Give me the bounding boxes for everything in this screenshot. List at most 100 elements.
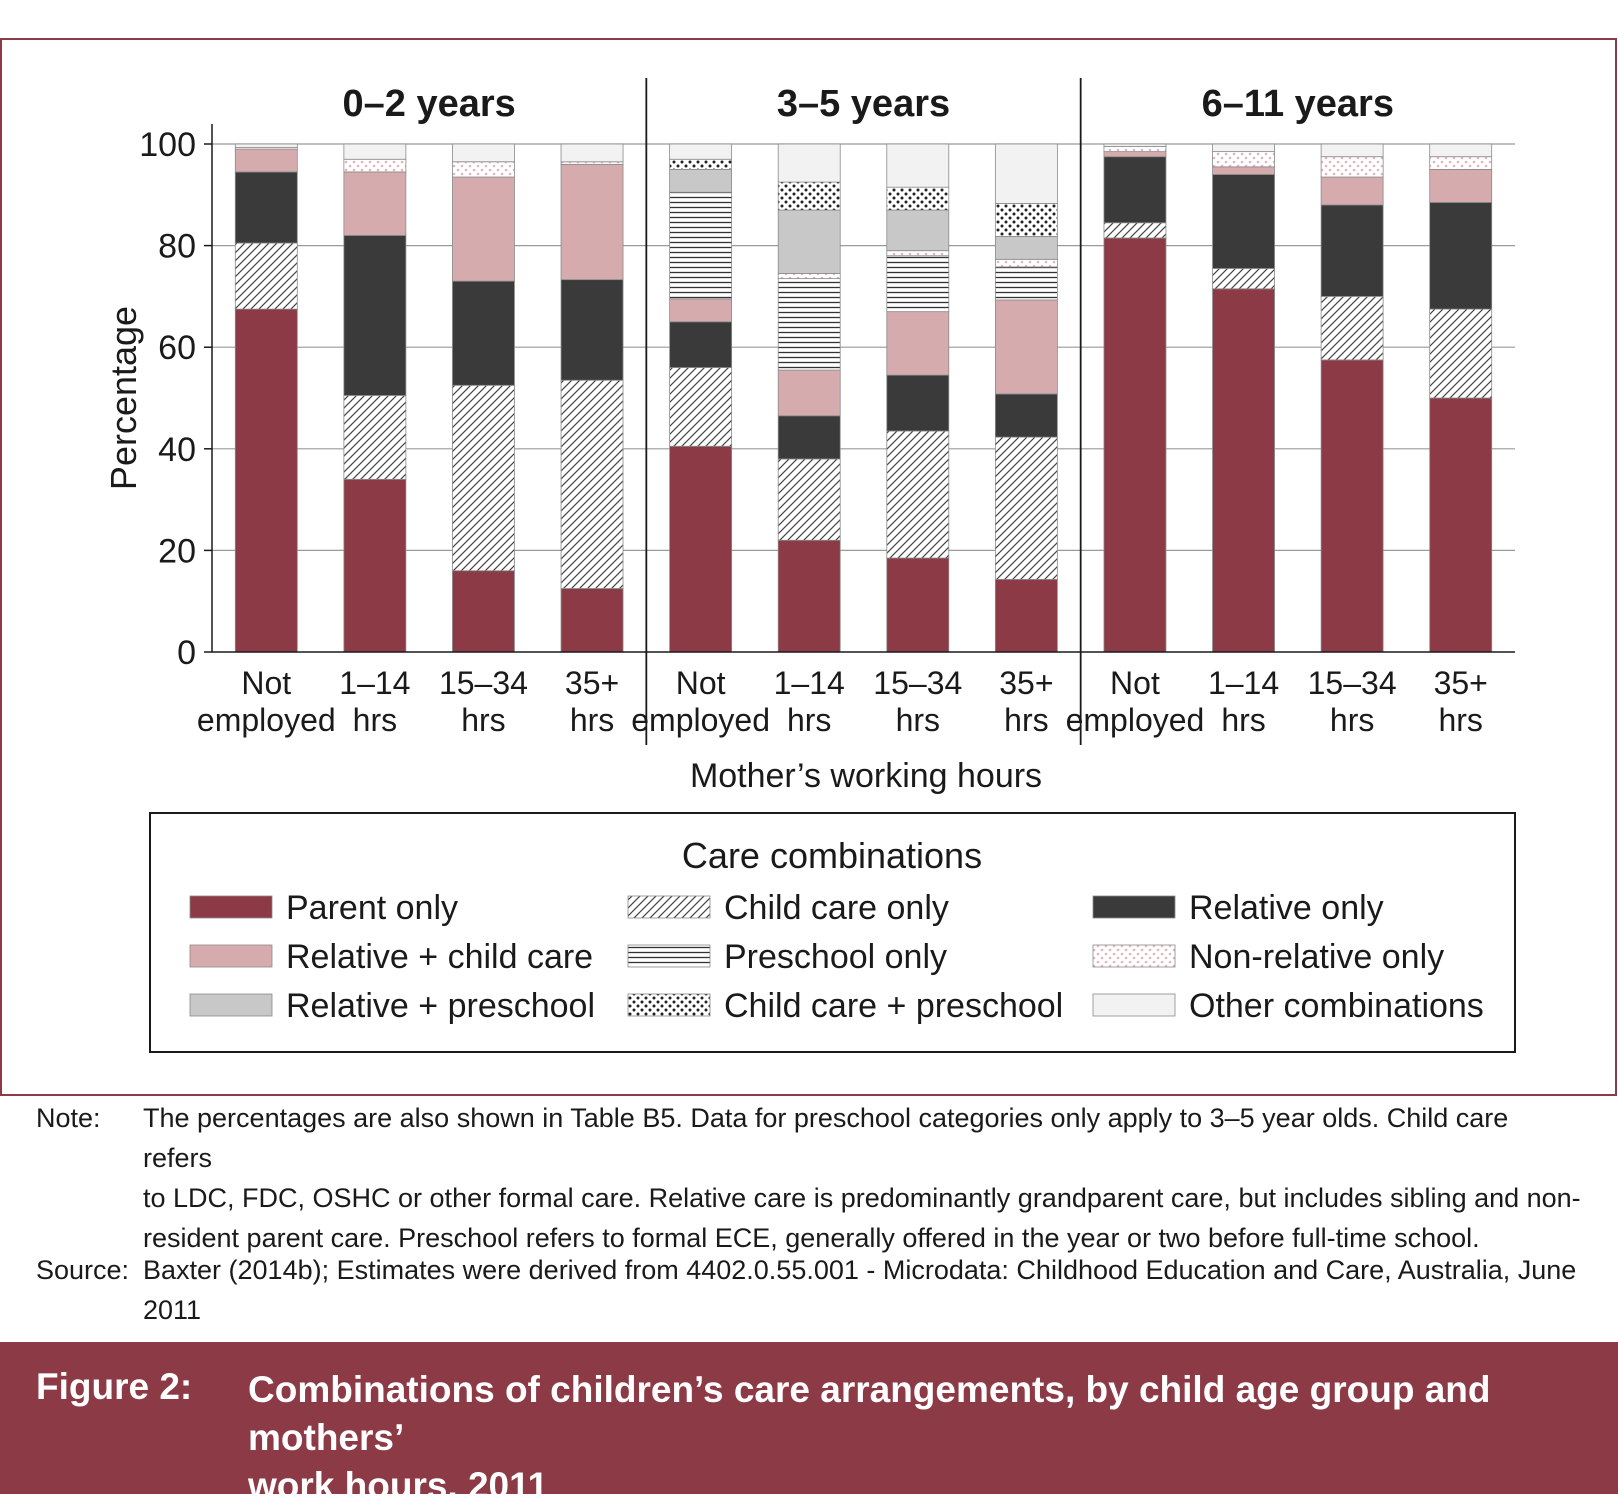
bar-segment-parent-only — [343, 478, 407, 653]
bar-segment-other-combinations — [1212, 143, 1275, 153]
legend-swatch-preschool-only — [627, 944, 711, 968]
note-line: resident parent care. Preschool refers t… — [143, 1223, 1480, 1253]
bar-segment-child-care-only — [560, 379, 624, 589]
legend-label-other-combinations: Other combinations — [1189, 987, 1484, 1025]
bar-segment-child-care-plus-preschool — [777, 181, 841, 211]
x-tick-label: 1–14 — [339, 665, 410, 701]
bar-segment-non-relative-only — [1103, 146, 1167, 153]
bar-segment-relative-only — [669, 321, 733, 368]
bar-segment-preschool-only — [886, 255, 950, 313]
bar-segment-relative-plus-child-care — [452, 176, 515, 282]
note-label: Note: — [36, 1103, 101, 1133]
x-tick-label: hrs — [461, 702, 505, 738]
y-tick-label: 40 — [158, 431, 196, 469]
bar-segment-child-care-only — [1212, 268, 1275, 290]
bar-segment-relative-plus-preschool — [777, 209, 841, 274]
y-tick-label: 0 — [177, 634, 196, 672]
bar-segment-relative-plus-child-care — [886, 311, 950, 376]
legend-swatch-non-relative-only — [1092, 944, 1176, 968]
bar-segment-non-relative-only — [343, 158, 407, 173]
bar-segment-non-relative-only — [1429, 156, 1493, 170]
bar-segment-child-care-only — [343, 395, 407, 480]
bar-segment-other-combinations — [452, 143, 515, 163]
bar-segment-other-combinations — [343, 143, 407, 160]
legend-swatch-relative-plus-preschool — [189, 993, 273, 1017]
bar-segment-child-care-only — [994, 436, 1058, 580]
y-tick-label: 100 — [139, 126, 196, 164]
legend-swatch-other-combinations — [1092, 993, 1176, 1017]
x-tick-label: Not — [1110, 665, 1160, 701]
bar-segment-child-care-only — [234, 242, 298, 310]
bar-segment-relative-plus-child-care — [777, 369, 841, 417]
note-text: The percentages are also shown in Table … — [143, 1098, 1583, 1258]
y-tick-label: 60 — [158, 329, 196, 367]
x-tick-label: employed — [1066, 702, 1205, 738]
bar-segment-relative-plus-child-care — [994, 299, 1058, 395]
bar-segment-relative-plus-child-care — [1212, 166, 1275, 175]
legend-label-relative-only: Relative only — [1189, 889, 1384, 927]
bar-segment-relative-plus-child-care — [234, 148, 298, 173]
bar-segment-parent-only — [1103, 237, 1167, 653]
x-tick-label: 35+ — [999, 665, 1053, 701]
bar-segment-relative-plus-preschool — [886, 209, 950, 252]
legend-box — [149, 812, 1516, 1053]
x-tick-label: hrs — [1221, 702, 1265, 738]
legend-swatch-child-care-plus-preschool — [627, 993, 711, 1017]
bar-segment-parent-only — [886, 557, 950, 653]
bar-segment-relative-only — [777, 415, 841, 460]
legend-swatch-relative-plus-child-care — [189, 944, 273, 968]
bar-segment-non-relative-only — [994, 258, 1058, 268]
x-tick-label: Not — [676, 665, 726, 701]
panel-title: 0–2 years — [343, 83, 516, 125]
y-tick-label: 20 — [158, 532, 196, 570]
bar-segment-child-care-only — [777, 458, 841, 541]
bar-segment-relative-plus-child-care — [669, 298, 733, 323]
legend-label-parent-only: Parent only — [286, 889, 458, 927]
legend-label-child-care-only: Child care only — [724, 889, 949, 927]
bar-segment-other-combinations — [669, 143, 733, 160]
x-tick-label: hrs — [1004, 702, 1048, 738]
bar-segment-preschool-only — [669, 191, 733, 300]
bar-segment-non-relative-only — [452, 161, 515, 178]
x-tick-label: hrs — [896, 702, 940, 738]
bar-segment-parent-only — [1320, 359, 1384, 653]
legend-label-relative-plus-preschool: Relative + preschool — [286, 987, 595, 1025]
bar-segment-relative-only — [452, 280, 515, 386]
x-tick-label: hrs — [1330, 702, 1374, 738]
x-axis-label: Mother’s working hours — [690, 757, 1042, 795]
bar-segment-child-care-only — [886, 430, 950, 559]
legend-swatch-child-care-only — [627, 895, 711, 919]
bar-segment-relative-only — [886, 374, 950, 432]
bar-segment-other-combinations — [1320, 143, 1384, 158]
bar-segment-child-care-plus-preschool — [669, 158, 733, 170]
bar-segment-child-care-plus-preschool — [994, 203, 1058, 237]
bar-segment-parent-only — [452, 570, 515, 653]
bar-segment-other-combinations — [886, 143, 950, 188]
x-tick-label: 35+ — [1434, 665, 1488, 701]
legend-label-relative-plus-child-care: Relative + child care — [286, 938, 593, 976]
bar-segment-relative-plus-preschool — [669, 168, 733, 193]
source-line: Baxter (2014b); Estimates were derived f… — [143, 1255, 1577, 1285]
x-tick-label: 15–34 — [439, 665, 528, 701]
bar-segment-child-care-only — [1320, 295, 1384, 361]
figure-title: Combinations of children’s care arrangem… — [248, 1366, 1578, 1510]
bar-segment-relative-only — [994, 393, 1058, 438]
bar-segment-child-care-plus-preschool — [886, 186, 950, 211]
bar-segment-relative-only — [560, 279, 624, 381]
bar-segment-other-combinations — [777, 143, 841, 183]
figure-title-line: Combinations of children’s care arrangem… — [248, 1369, 1491, 1458]
x-tick-label: 15–34 — [873, 665, 962, 701]
x-tick-label: 1–14 — [774, 665, 845, 701]
chart-frame — [0, 38, 1617, 1096]
x-tick-label: hrs — [353, 702, 397, 738]
bar-segment-relative-only — [1212, 174, 1275, 269]
bar-segment-relative-only — [234, 171, 298, 244]
figure-caption-band: Figure 2: Combinations of children’s car… — [0, 1342, 1618, 1506]
bar-segment-relative-plus-child-care — [343, 171, 407, 236]
bar-segment-relative-plus-child-care — [560, 163, 624, 281]
legend-label-child-care-plus-preschool: Child care + preschool — [724, 987, 1063, 1025]
x-tick-label: 1–14 — [1208, 665, 1279, 701]
bar-segment-relative-plus-preschool — [994, 236, 1058, 260]
y-tick-label: 80 — [158, 228, 196, 266]
